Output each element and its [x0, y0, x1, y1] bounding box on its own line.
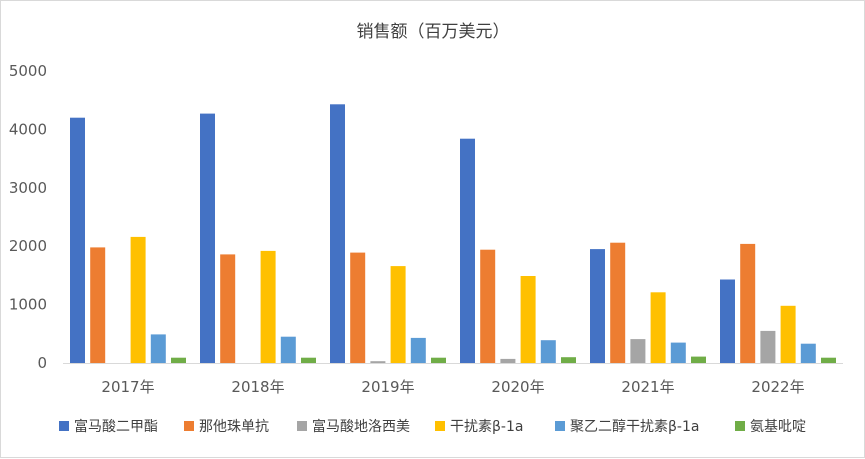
- bar: [561, 357, 576, 363]
- bar: [500, 358, 516, 363]
- bar: [390, 266, 406, 363]
- x-tick-label: 2017年: [101, 378, 154, 396]
- bar: [70, 117, 85, 363]
- legend-item: 氨基吡啶: [735, 418, 806, 435]
- bar: [610, 242, 626, 363]
- bar: [590, 249, 605, 363]
- legend-label: 干扰素β-1a: [450, 419, 523, 435]
- chart-title: 销售额（百万美元）: [357, 22, 510, 42]
- bar: [740, 243, 756, 363]
- bar: [480, 249, 496, 363]
- x-tick-label: 2022年: [751, 378, 804, 396]
- x-tick-label: 2018年: [231, 378, 284, 396]
- legend-item: 聚乙二醇干扰素β-1a: [555, 418, 699, 435]
- legend-label: 聚乙二醇干扰素β-1a: [570, 418, 699, 435]
- y-tick-label: 0: [37, 354, 47, 372]
- legend-swatch: [184, 421, 194, 431]
- y-tick-label: 2000: [9, 237, 47, 255]
- legend-swatch: [735, 421, 745, 431]
- x-tick-label: 2021年: [621, 378, 674, 396]
- y-tick-label: 5000: [9, 62, 47, 80]
- legend: 富马酸二甲酯 那他珠单抗 富马酸地洛西美 干扰素β-1a 聚乙二醇干扰素β-1a 氨基吡啶: [59, 418, 806, 435]
- legend-item: 富马酸地洛西美: [297, 418, 410, 435]
- bar: [520, 276, 536, 363]
- bar: [720, 279, 735, 363]
- bar: [350, 252, 366, 363]
- legend-swatch: [59, 421, 69, 431]
- bar: [330, 104, 345, 364]
- x-tick-label: 2019年: [361, 378, 414, 396]
- legend-label: 富马酸地洛西美: [312, 418, 410, 435]
- legend-label: 富马酸二甲酯: [74, 418, 158, 435]
- bar: [171, 357, 186, 363]
- bar: [370, 361, 386, 363]
- legend-swatch: [435, 421, 445, 431]
- bar: [691, 356, 706, 363]
- bars-group: [70, 104, 836, 364]
- bar: [301, 357, 316, 363]
- bar: [800, 343, 816, 363]
- legend-item: 那他珠单抗: [184, 419, 269, 435]
- bar: [280, 336, 296, 363]
- legend-item: 富马酸二甲酯: [59, 418, 158, 435]
- bar: [780, 305, 796, 363]
- y-tick-label: 4000: [9, 120, 47, 138]
- bar: [650, 292, 666, 363]
- bar: [630, 339, 646, 363]
- x-axis: 2017年 2018年 2019年 2020年 2021年 2022年: [101, 378, 804, 396]
- bar: [150, 334, 166, 363]
- bar: [760, 330, 776, 363]
- bar: [260, 250, 276, 363]
- bar: [670, 342, 686, 363]
- bar: [460, 138, 475, 363]
- bar: [431, 357, 446, 363]
- bar: [90, 247, 106, 363]
- x-tick-label: 2020年: [491, 378, 544, 396]
- y-tick-label: 1000: [9, 296, 47, 314]
- bar: [200, 113, 215, 363]
- legend-label: 氨基吡啶: [750, 418, 806, 435]
- bar: [410, 337, 426, 363]
- legend-swatch: [555, 421, 565, 431]
- legend-swatch: [297, 421, 307, 431]
- bar: [821, 357, 836, 363]
- y-axis: 0 1000 2000 3000 4000 5000: [9, 62, 47, 372]
- bar: [130, 236, 146, 363]
- y-tick-label: 3000: [9, 179, 47, 197]
- bar: [220, 254, 236, 363]
- legend-item: 干扰素β-1a: [435, 419, 523, 435]
- legend-label: 那他珠单抗: [199, 419, 269, 435]
- bar: [540, 340, 556, 363]
